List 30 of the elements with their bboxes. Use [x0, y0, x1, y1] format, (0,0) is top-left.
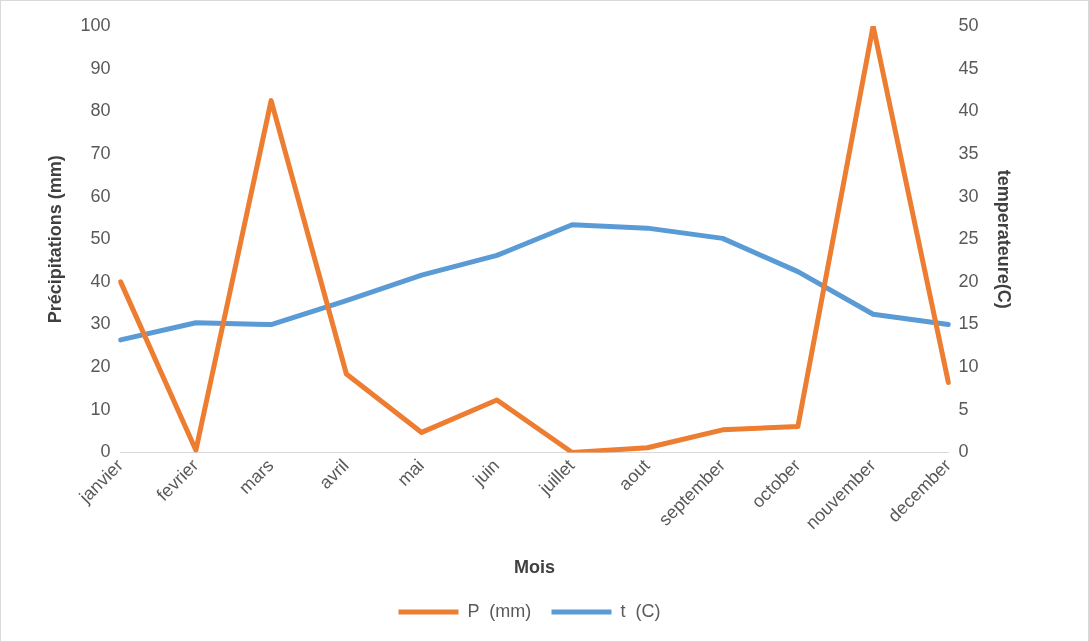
- y2-tick-label: 40: [958, 100, 979, 121]
- y2-tick-label: 25: [958, 228, 979, 249]
- y-tick-label: 70: [90, 142, 111, 163]
- y-tick-label: 80: [90, 100, 111, 121]
- y-tick-label: 30: [90, 313, 111, 334]
- y-axis-title: Précipitations (mm): [44, 155, 65, 324]
- y2-tick-label: 45: [958, 57, 979, 78]
- y-tick-label: 0: [100, 441, 111, 462]
- legend-label: t (C): [620, 600, 661, 621]
- y-tick-label: 60: [90, 185, 111, 206]
- y2-tick-label: 50: [958, 14, 979, 35]
- y2-tick-label: 5: [958, 398, 969, 419]
- legend-label: P (mm): [467, 600, 532, 621]
- y-tick-label: 40: [90, 270, 111, 291]
- y2-tick-label: 35: [958, 142, 979, 163]
- y-tick-label: 20: [90, 356, 111, 377]
- y2-tick-label: 15: [958, 313, 979, 334]
- y-tick-label: 10: [90, 398, 111, 419]
- y2-tick-label: 30: [958, 185, 979, 206]
- y-tick-label: 90: [90, 57, 111, 78]
- y-tick-label: 100: [80, 14, 111, 35]
- x-tick-label: mai: [393, 455, 428, 490]
- y-tick-label: 50: [90, 228, 111, 249]
- x-tick-label: aout: [614, 455, 654, 495]
- y2-tick-label: 0: [958, 441, 969, 462]
- y2-tick-label: 20: [958, 270, 979, 291]
- y2-tick-label: 10: [958, 356, 979, 377]
- y2-axis-title: temperateure(C): [994, 169, 1015, 309]
- x-axis-title: Mois: [514, 557, 556, 578]
- x-tick-label: juin: [468, 455, 504, 490]
